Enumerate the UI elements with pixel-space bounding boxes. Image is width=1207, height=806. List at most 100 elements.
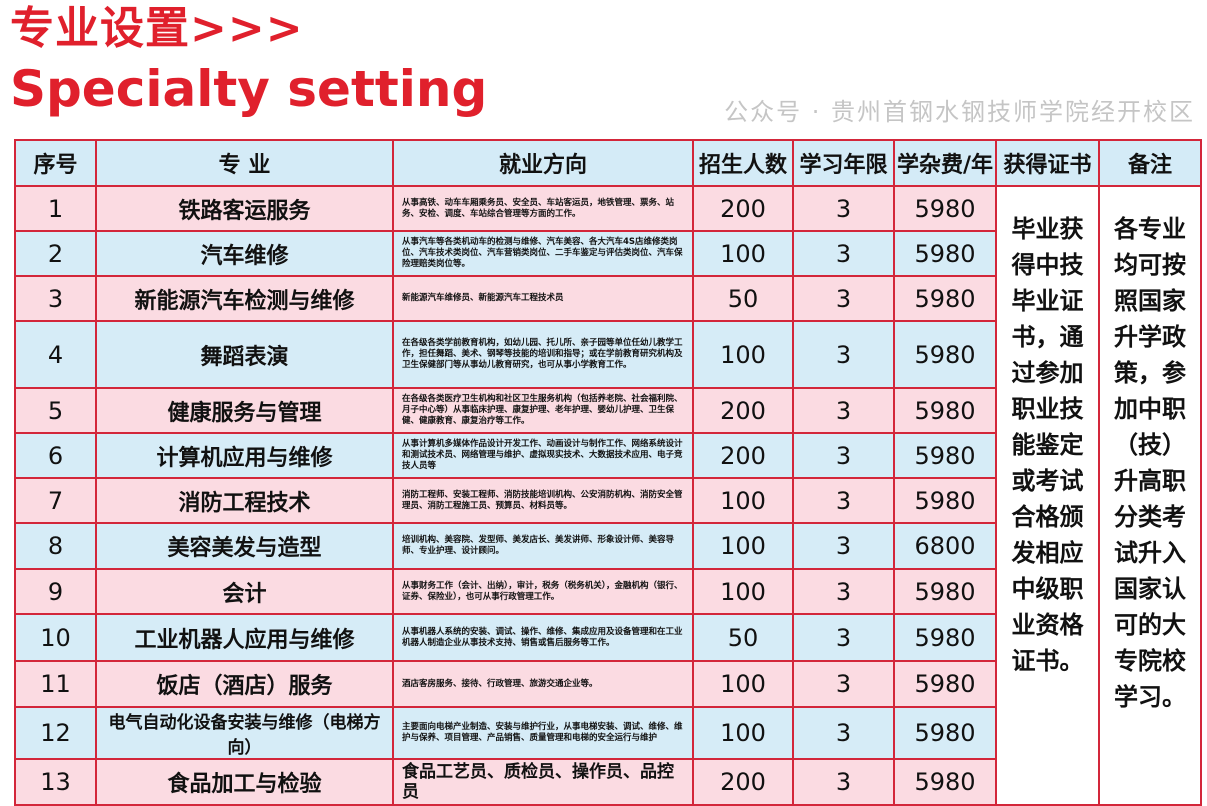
header-enroll: 招生人数 [692,139,794,187]
row-enroll: 100 [692,706,794,760]
row-fee: 5980 [893,320,997,389]
row-enroll: 200 [692,758,794,806]
row-job: 在各级各类学前教育机构，如幼儿园、托儿所、亲子园等单位任幼儿教学工作，担任舞蹈、… [392,320,694,389]
row-fee: 5980 [893,613,997,662]
page-title-cn: 专业设置>>> [10,3,304,54]
header-fee: 学杂费/年 [893,139,997,187]
row-enroll: 200 [692,387,794,434]
row-fee: 5980 [893,185,997,232]
specialty-table: 序号 专 业 就业方向 招生人数 学习年限 学杂费/年 获得证书 备注 1 铁路客… [14,139,1202,806]
row-seq: 1 [14,185,97,232]
header-job: 就业方向 [392,139,694,187]
row-fee: 5980 [893,432,997,479]
row-job: 主要面向电梯产业制造、安装与维护行业，从事电梯安装、调试、维修、维护与保养、项目… [392,706,694,760]
row-seq: 3 [14,275,97,322]
table-row: 4 舞蹈表演 在各级各类学前教育机构，如幼儿园、托儿所、亲子园等单位任幼儿教学工作，… [14,320,1201,389]
row-job: 消防工程师、安装工程师、消防技能培训机构、公安消防机构、消防安全管理员、消防工程… [392,477,694,524]
row-major: 铁路客运服务 [95,185,394,232]
row-enroll: 100 [692,522,794,570]
row-enroll: 100 [692,230,794,277]
header-remark: 备注 [1098,139,1202,187]
row-major: 舞蹈表演 [95,320,394,389]
row-job: 从事计算机多媒体作品设计开发工作、动画设计与制作工作、网络系统设计和测试技术员、… [392,432,694,479]
certificate-cell: 毕业获得中技毕业证书，通过参加职业技能鉴定或考试合格颁发相应中级职业资格证书。 [995,185,1100,806]
row-years: 3 [792,320,895,389]
row-fee: 6800 [893,522,997,570]
row-enroll: 200 [692,185,794,232]
row-major: 新能源汽车检测与维修 [95,275,394,322]
row-years: 3 [792,613,895,662]
row-enroll: 50 [692,613,794,662]
table-header-row: 序号 专 业 就业方向 招生人数 学习年限 学杂费/年 获得证书 备注 [14,139,1202,187]
row-seq: 13 [14,758,97,806]
table-row: 10 工业机器人应用与维修 从事机器人系统的安装、调试、操作、维修、集成应用及设备管… [14,613,1201,662]
row-job: 从事汽车等各类机动车的检测与维修、汽车美容、各大汽车4S店维修类岗位、汽车技术类… [392,230,694,277]
header-certificate: 获得证书 [995,139,1100,187]
page-title-en: Specialty setting [10,60,488,118]
header-years: 学习年限 [792,139,895,187]
row-major: 电气自动化设备安装与维修（电梯方向） [95,706,394,760]
row-fee: 5980 [893,758,997,806]
row-seq: 5 [14,387,97,434]
header-seq: 序号 [14,139,97,187]
row-fee: 5980 [893,706,997,760]
row-years: 3 [792,230,895,277]
row-years: 3 [792,660,895,708]
row-seq: 6 [14,432,97,479]
table-row: 2 汽车维修 从事汽车等各类机动车的检测与维修、汽车美容、各大汽车4S店维修类岗位、… [14,230,1201,277]
table-row: 7 消防工程技术 消防工程师、安装工程师、消防技能培训机构、公安消防机构、消防安全管… [14,477,1201,524]
row-job: 新能源汽车维修员、新能源汽车工程技术员 [392,275,694,322]
row-years: 3 [792,758,895,806]
row-major: 健康服务与管理 [95,387,394,434]
row-years: 3 [792,432,895,479]
row-fee: 5980 [893,275,997,322]
row-seq: 9 [14,568,97,615]
row-major: 饭店（酒店）服务 [95,660,394,708]
row-major: 食品加工与检验 [95,758,394,806]
table-row: 8 美容美发与造型 培训机构、美容院、发型师、美发店长、美发讲师、形象设计师、美容导… [14,522,1201,570]
row-seq: 4 [14,320,97,389]
row-enroll: 50 [692,275,794,322]
row-enroll: 100 [692,660,794,708]
row-major: 计算机应用与维修 [95,432,394,479]
table-row: 11 饭店（酒店）服务 酒店客房服务、接待、行政管理、旅游交通企业等。 100 3 598… [14,660,1201,708]
row-enroll: 100 [692,320,794,389]
row-job: 在各级各类医疗卫生机构和社区卫生服务机构（包括养老院、社会福利院、月子中心等）从… [392,387,694,434]
row-seq: 11 [14,660,97,708]
row-job: 从事高铁、动车车厢乘务员、安全员、车站客运员，地铁管理、票务、站务、安检、调度、… [392,185,694,232]
row-enroll: 100 [692,568,794,615]
row-fee: 5980 [893,660,997,708]
header-major: 专 业 [95,139,394,187]
row-years: 3 [792,477,895,524]
row-job: 食品工艺员、质检员、操作员、品控员 [392,758,694,806]
row-job: 从事财务工作（会计、出纳），审计，税务（税务机关），金融机构（银行、证券、保险业… [392,568,694,615]
row-fee: 5980 [893,568,997,615]
table-row: 5 健康服务与管理 在各级各类医疗卫生机构和社区卫生服务机构（包括养老院、社会福利院… [14,387,1201,434]
row-seq: 2 [14,230,97,277]
remark-cell: 各专业均可按照国家升学政策，参加中职（技）升高职分类考试升入国家认可的大专院校学… [1098,185,1202,806]
watermark: 公众号 · 贵州首钢水钢技师学院经开校区 [724,98,1195,126]
table-row: 3 新能源汽车检测与维修 新能源汽车维修员、新能源汽车工程技术员 50 3 5980 [14,275,1201,322]
row-years: 3 [792,185,895,232]
row-major: 美容美发与造型 [95,522,394,570]
row-major: 消防工程技术 [95,477,394,524]
row-fee: 5980 [893,387,997,434]
row-fee: 5980 [893,477,997,524]
table-row: 9 会计 从事财务工作（会计、出纳），审计，税务（税务机关），金融机构（银行、证券、… [14,568,1201,615]
row-major: 工业机器人应用与维修 [95,613,394,662]
row-years: 3 [792,706,895,760]
row-seq: 12 [14,706,97,760]
table-row: 6 计算机应用与维修 从事计算机多媒体作品设计开发工作、动画设计与制作工作、网络系统… [14,432,1201,479]
row-enroll: 200 [692,432,794,479]
row-major: 会计 [95,568,394,615]
row-years: 3 [792,387,895,434]
row-job: 从事机器人系统的安装、调试、操作、维修、集成应用及设备管理和在工业机器人制造企业… [392,613,694,662]
table-row: 12 电气自动化设备安装与维修（电梯方向） 主要面向电梯产业制造、安装与维护行业，从… [14,706,1201,760]
row-fee: 5980 [893,230,997,277]
row-job: 酒店客房服务、接待、行政管理、旅游交通企业等。 [392,660,694,708]
row-seq: 10 [14,613,97,662]
table-row: 1 铁路客运服务 从事高铁、动车车厢乘务员、安全员、车站客运员，地铁管理、票务、站务… [14,185,1202,806]
row-major: 汽车维修 [95,230,394,277]
row-enroll: 100 [692,477,794,524]
row-seq: 7 [14,477,97,524]
